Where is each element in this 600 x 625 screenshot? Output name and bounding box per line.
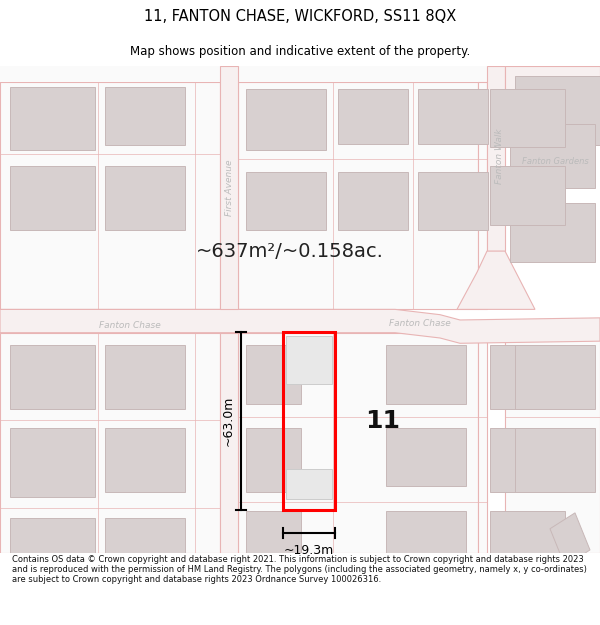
- Bar: [0, 66, 600, 81]
- Text: 11, FANTON CHASE, WICKFORD, SS11 8QX: 11, FANTON CHASE, WICKFORD, SS11 8QX: [144, 9, 456, 24]
- Bar: [238, 81, 478, 309]
- Bar: [490, 511, 565, 569]
- Bar: [105, 87, 185, 145]
- Bar: [10, 518, 95, 582]
- Bar: [490, 428, 565, 492]
- Bar: [338, 89, 408, 144]
- Bar: [105, 346, 185, 409]
- Text: ~19.3m: ~19.3m: [284, 544, 334, 557]
- Text: First Avenue: First Avenue: [224, 159, 233, 216]
- Bar: [10, 428, 95, 497]
- Text: Fanton Chase: Fanton Chase: [99, 321, 161, 330]
- Bar: [105, 518, 185, 576]
- Text: Fanton Gardens: Fanton Gardens: [521, 156, 589, 166]
- Bar: [246, 428, 301, 492]
- Bar: [0, 81, 220, 309]
- Text: ~63.0m: ~63.0m: [222, 396, 235, 446]
- Text: Fanton Chase: Fanton Chase: [389, 319, 451, 328]
- Bar: [505, 332, 600, 553]
- Bar: [515, 346, 595, 409]
- Polygon shape: [550, 513, 590, 566]
- Bar: [238, 332, 478, 553]
- Bar: [478, 332, 487, 553]
- Bar: [286, 469, 332, 499]
- Bar: [105, 166, 185, 230]
- Bar: [490, 346, 565, 409]
- Text: Map shows position and indicative extent of the property.: Map shows position and indicative extent…: [130, 45, 470, 58]
- Bar: [283, 332, 335, 509]
- Bar: [105, 428, 185, 492]
- Bar: [386, 428, 466, 486]
- Bar: [286, 336, 332, 384]
- Bar: [386, 511, 466, 569]
- Bar: [515, 76, 600, 145]
- Bar: [418, 89, 488, 144]
- Bar: [338, 172, 408, 230]
- Bar: [490, 166, 565, 224]
- Bar: [510, 203, 595, 262]
- Text: Contains OS data © Crown copyright and database right 2021. This information is : Contains OS data © Crown copyright and d…: [12, 554, 587, 584]
- Bar: [220, 66, 238, 309]
- Bar: [246, 172, 326, 230]
- Bar: [490, 89, 565, 148]
- Polygon shape: [457, 251, 535, 309]
- Polygon shape: [505, 66, 600, 119]
- Bar: [418, 172, 488, 230]
- Bar: [220, 332, 238, 553]
- Bar: [478, 81, 487, 309]
- Bar: [10, 87, 95, 151]
- Text: Fanton Walk: Fanton Walk: [494, 128, 503, 184]
- Text: 11: 11: [365, 409, 400, 432]
- Bar: [246, 346, 301, 404]
- Bar: [515, 428, 595, 492]
- Bar: [10, 166, 95, 230]
- Bar: [487, 66, 505, 251]
- Bar: [246, 511, 301, 569]
- Text: ~637m²/~0.158ac.: ~637m²/~0.158ac.: [196, 242, 384, 261]
- Bar: [0, 332, 220, 553]
- Bar: [10, 346, 95, 409]
- Bar: [510, 124, 595, 188]
- Bar: [0, 81, 220, 309]
- Bar: [386, 346, 466, 404]
- Bar: [246, 89, 326, 151]
- Polygon shape: [0, 309, 600, 343]
